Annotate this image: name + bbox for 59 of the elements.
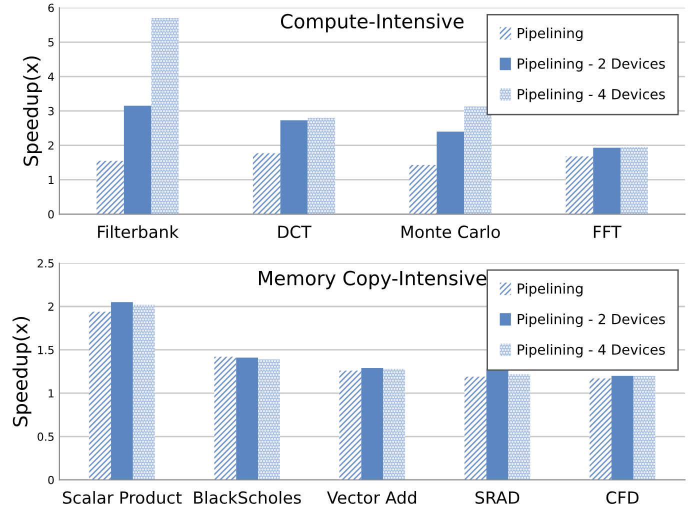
bar — [214, 356, 236, 480]
y-tick-label: 1 — [48, 176, 54, 184]
bar — [236, 358, 258, 480]
bar — [566, 156, 594, 214]
y-tick-label: 5 — [48, 38, 54, 47]
bar — [339, 370, 362, 480]
bar — [89, 312, 112, 480]
x-tick-label: Monte Carlo — [402, 225, 500, 238]
bar — [464, 376, 486, 480]
legend-label: Pipelining — [518, 28, 582, 42]
bar — [258, 359, 280, 480]
bar — [409, 164, 437, 214]
legend-label: Pipelining - 2 Devices — [518, 58, 665, 72]
bar — [383, 368, 406, 480]
y-tick-label: 2 — [48, 141, 54, 150]
chart-title: Memory Copy-Intensive — [259, 270, 486, 290]
y-tick-label: 2.5 — [38, 259, 54, 268]
bar — [633, 376, 656, 480]
y-tick-label: 1.5 — [38, 346, 54, 354]
y-tick-label: 6 — [48, 4, 54, 12]
y-axis-title: Speedup(x) — [12, 317, 32, 426]
x-tick-label: BlackScholes — [194, 490, 301, 504]
x-tick-label: DCT — [278, 226, 312, 238]
bar — [96, 160, 124, 214]
y-tick-label: 3 — [48, 106, 54, 116]
bar — [280, 120, 308, 214]
bar — [612, 376, 634, 480]
bar — [132, 304, 155, 480]
bar — [124, 106, 152, 214]
legend-label: Pipelining - 4 Devices — [518, 344, 665, 358]
bar — [590, 378, 612, 480]
bar — [308, 118, 336, 214]
y-tick-label: 0 — [48, 476, 54, 484]
bar — [436, 132, 464, 214]
x-tick-label: SRAD — [476, 491, 520, 504]
bar — [252, 153, 280, 214]
bar — [508, 374, 530, 480]
y-tick-label: 4 — [48, 72, 54, 81]
x-tick-label: Filterbank — [98, 225, 179, 238]
legend-label: Pipelining - 4 Devices — [518, 88, 665, 102]
y-tick-label: 1 — [48, 389, 54, 398]
x-tick-label: CFD — [606, 491, 639, 504]
legend-label: Pipelining - 2 Devices — [518, 314, 665, 327]
y-tick-label: 0 — [48, 210, 54, 219]
bar — [151, 18, 179, 214]
y-tick-label: 2 — [48, 302, 54, 311]
bar — [464, 106, 492, 214]
y-axis-title: Speedup(x) — [23, 56, 42, 166]
bar — [111, 302, 133, 480]
bar — [361, 368, 384, 480]
x-tick-label: Scalar Product — [62, 490, 182, 504]
legend-label: Pipelining — [518, 283, 582, 296]
bar — [620, 147, 648, 214]
x-tick-label: Vector Add — [327, 490, 416, 504]
chart-title: Compute-Intensive — [280, 14, 464, 32]
bar — [486, 368, 508, 480]
x-tick-label: FFT — [594, 226, 622, 238]
y-tick-label: 0.5 — [38, 432, 54, 441]
bar — [593, 148, 621, 214]
